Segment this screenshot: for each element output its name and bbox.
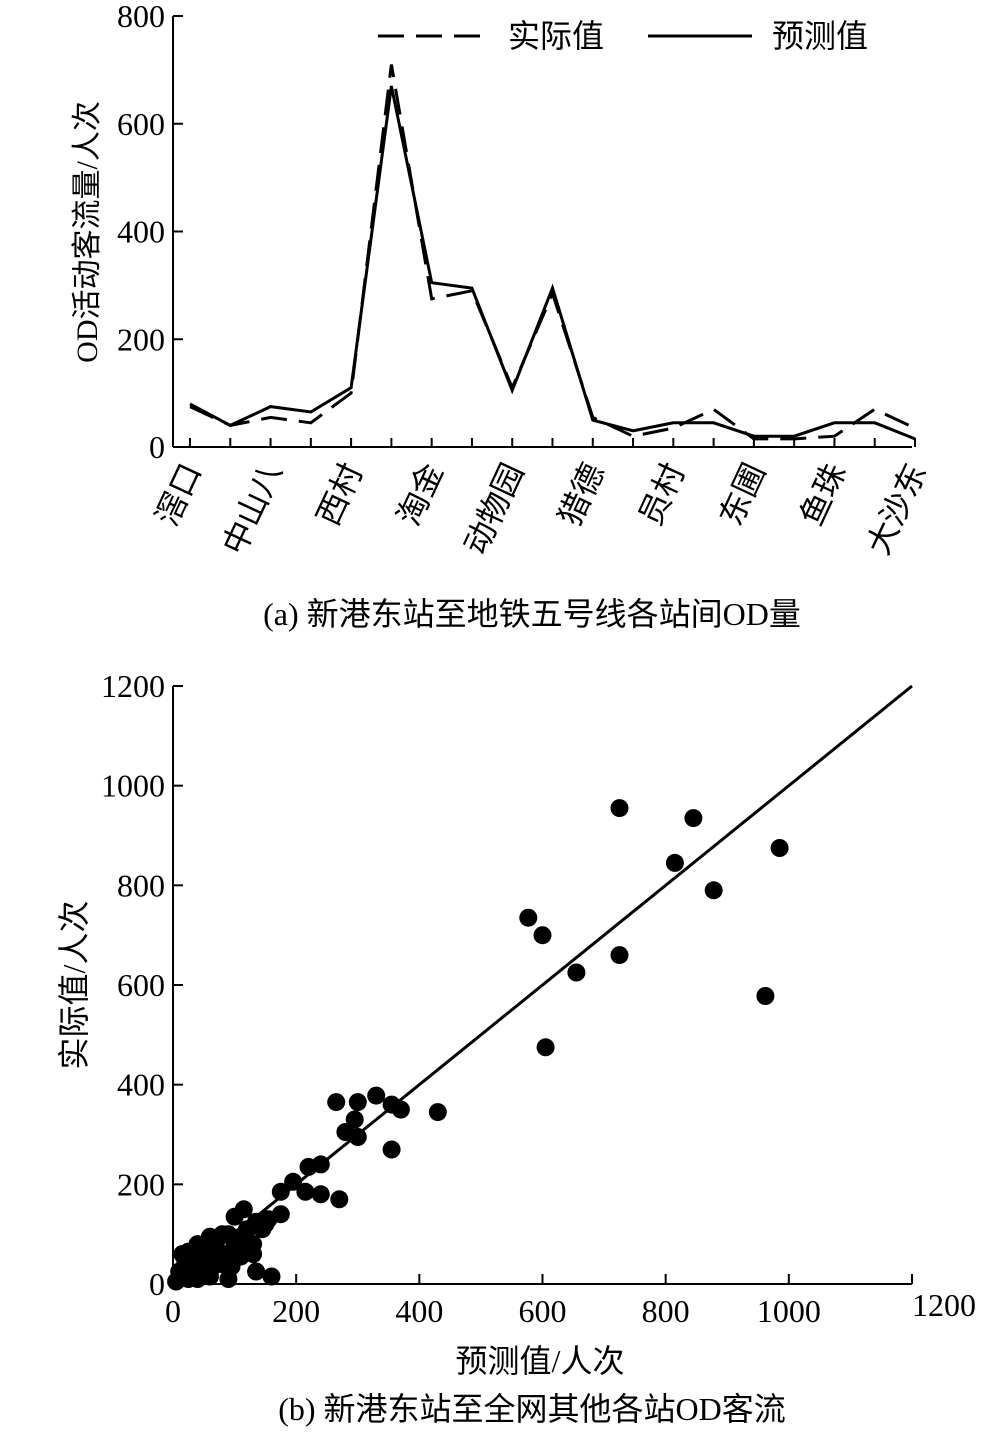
- x-tick-label: 鱼珠: [793, 458, 853, 531]
- x-tick-label: 200: [272, 1293, 320, 1329]
- scatter-point: [311, 1185, 330, 1204]
- series-predicted-line: [189, 85, 916, 441]
- y-ticks: 0 200 400 600 800: [117, 0, 183, 465]
- y-tick-label: 400: [117, 214, 165, 250]
- legend: 实际值 预测值: [378, 18, 868, 54]
- x-tick-label: 淘金: [390, 458, 450, 531]
- scatter-point: [296, 1182, 315, 1201]
- x-tick-label: 东圃: [713, 458, 773, 531]
- scatter-point: [345, 1110, 364, 1129]
- x-ticks: 0 200 400 600 800 1000 1200: [165, 1274, 976, 1329]
- y-tick-label: 800: [117, 0, 165, 34]
- scatter-point: [327, 1093, 346, 1112]
- x-tick-label: 中山八: [216, 458, 289, 560]
- x-tick-label: 1200: [912, 1287, 976, 1323]
- y-tick-label: 400: [117, 1067, 165, 1103]
- legend-actual-label: 实际值: [508, 18, 604, 54]
- x-tick-label: 1000: [757, 1293, 821, 1329]
- y-axis-label: 实际值/人次: [56, 901, 92, 1070]
- scatter-point: [536, 1038, 555, 1057]
- x-ticks: 滘口 中山八 西村 淘金 动物园 猎德 员村 东圃 鱼珠 大沙东: [149, 438, 933, 560]
- chart-caption: (a) 新港东站至地铁五号线各站间OD量: [263, 596, 801, 632]
- x-tick-label: 600: [519, 1293, 567, 1329]
- x-tick-label: 滘口: [149, 458, 209, 531]
- legend-predicted-label: 预测值: [772, 18, 868, 54]
- scatter-point: [382, 1140, 401, 1159]
- y-tick-label: 200: [117, 1166, 165, 1202]
- y-ticks: 0 200 400 600 800 1000 1200: [101, 668, 183, 1302]
- scatter-point: [367, 1086, 386, 1105]
- y-tick-label: 800: [117, 867, 165, 903]
- x-tick-label: 800: [642, 1293, 690, 1329]
- x-tick-label: 400: [395, 1293, 443, 1329]
- scatter-point: [391, 1100, 410, 1119]
- scatter-point: [271, 1182, 290, 1201]
- y-tick-label: 0: [149, 429, 165, 465]
- scatter-point: [519, 908, 538, 927]
- scatter-point: [684, 809, 703, 828]
- scatter-point: [665, 853, 684, 872]
- scatter-point: [330, 1190, 349, 1209]
- y-tick-label: 600: [117, 967, 165, 1003]
- scatter-point: [299, 1157, 318, 1176]
- scatter-point: [176, 1260, 195, 1278]
- scatter-point: [610, 946, 629, 965]
- scatter-point: [428, 1103, 447, 1122]
- series-lines: [189, 64, 916, 441]
- chart-caption: (b) 新港东站至全网其他各站OD客流: [278, 1391, 786, 1427]
- scatter-point: [194, 1247, 213, 1266]
- x-tick-label: 0: [165, 1293, 181, 1329]
- scatter-point: [256, 1215, 275, 1234]
- scatter-points: [167, 799, 789, 1291]
- y-axis-label: OD活动客流量/人次: [71, 101, 104, 363]
- y-tick-label: 200: [117, 321, 165, 357]
- x-tick-label: 西村: [310, 458, 370, 531]
- scatter-point: [188, 1270, 207, 1288]
- series-actual-line: [189, 64, 916, 441]
- scatter-point: [247, 1262, 266, 1281]
- scatter-point: [262, 1267, 281, 1286]
- scatter-point: [567, 963, 586, 982]
- x-tick-label: 大沙东: [860, 458, 933, 560]
- scatter-point: [284, 1172, 303, 1191]
- scatter-point: [348, 1128, 367, 1146]
- scatter-point: [237, 1230, 256, 1249]
- x-axis-label: 预测值/人次: [456, 1343, 625, 1379]
- scatter-point: [704, 881, 723, 900]
- y-tick-label: 1200: [101, 668, 165, 704]
- scatter-chart: 0 200 400 600 800 1000 1200 0 200 400 600 800 1000 1…: [56, 668, 976, 1427]
- line-chart: 0 200 400 600 800 滘口 中山八 西村 淘金 动物园 猎德 员村 东圃 鱼珠 大沙东 实际…: [71, 0, 933, 632]
- x-tick-label: 员村: [632, 458, 692, 531]
- y-tick-label: 0: [149, 1266, 165, 1302]
- x-tick-label: 猎德: [551, 458, 611, 531]
- scatter-point: [213, 1255, 232, 1274]
- scatter-point: [533, 926, 552, 945]
- scatter-point: [225, 1207, 244, 1226]
- scatter-point: [219, 1270, 238, 1288]
- scatter-point: [770, 839, 789, 857]
- scatter-point: [348, 1093, 367, 1112]
- y-tick-label: 1000: [101, 768, 165, 804]
- scatter-point: [756, 987, 775, 1005]
- scatter-point: [610, 799, 629, 818]
- x-tick-label: 动物园: [457, 458, 530, 560]
- scatter-point: [244, 1245, 263, 1264]
- y-tick-label: 600: [117, 106, 165, 142]
